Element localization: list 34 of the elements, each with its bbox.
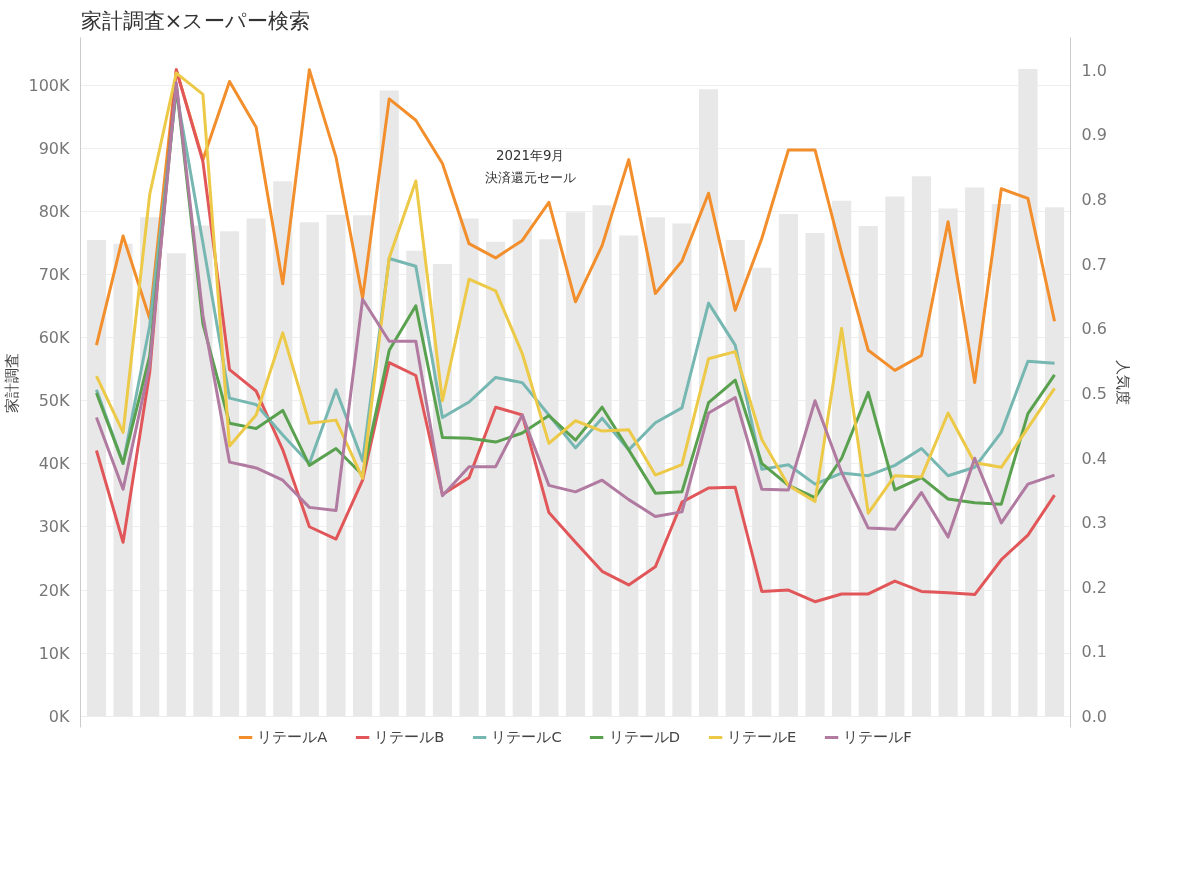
y2-tick-label: 0.5 [1081,383,1107,403]
legend-label: リテールA [257,727,328,747]
y-axis-title: 家計調査 [3,352,21,413]
legend-label: リテールB [374,727,445,747]
y-tick-label: 40K [38,454,71,474]
annotation: 決済還元セール [484,169,576,185]
y2-tick-label: 0.2 [1081,577,1107,597]
y2-tick-label: 0.7 [1081,254,1107,274]
y2-tick-label: 0.3 [1081,513,1107,533]
chart-title: 家計調査×スーパー検索 [80,7,311,33]
y-tick-label: 60K [38,328,71,348]
y2-tick-label: 0.9 [1081,125,1107,145]
y-tick-label: 90K [38,139,71,159]
y-tick-label: 0K [48,706,71,726]
legend-label: リテールC [491,727,562,747]
y-tick-label: 20K [38,580,71,600]
line-series [94,68,1057,385]
annotation: 2021年9月 [496,148,565,164]
legend-label: リテールE [726,727,797,747]
y-tick-label: 30K [38,517,71,537]
y-tick-label: 70K [38,265,71,285]
y2-tick-label: 0.0 [1081,707,1107,727]
legend-label: リテールD [608,727,680,747]
y-tick-label: 10K [38,643,71,663]
y2-tick-label: 0.6 [1081,319,1107,339]
y2-tick-label: 0.1 [1081,642,1107,662]
y2-tick-label: 0.8 [1081,190,1107,210]
y2-tick-label: 1.0 [1081,60,1107,80]
y-tick-label: 50K [38,391,71,411]
y-tick-label: 80K [38,202,71,222]
legend-label: リテールF [843,727,912,747]
y-tick-label: 100K [28,75,71,95]
y2-tick-label: 0.4 [1081,448,1107,468]
y2-axis-title: 人気度 [1114,360,1132,405]
